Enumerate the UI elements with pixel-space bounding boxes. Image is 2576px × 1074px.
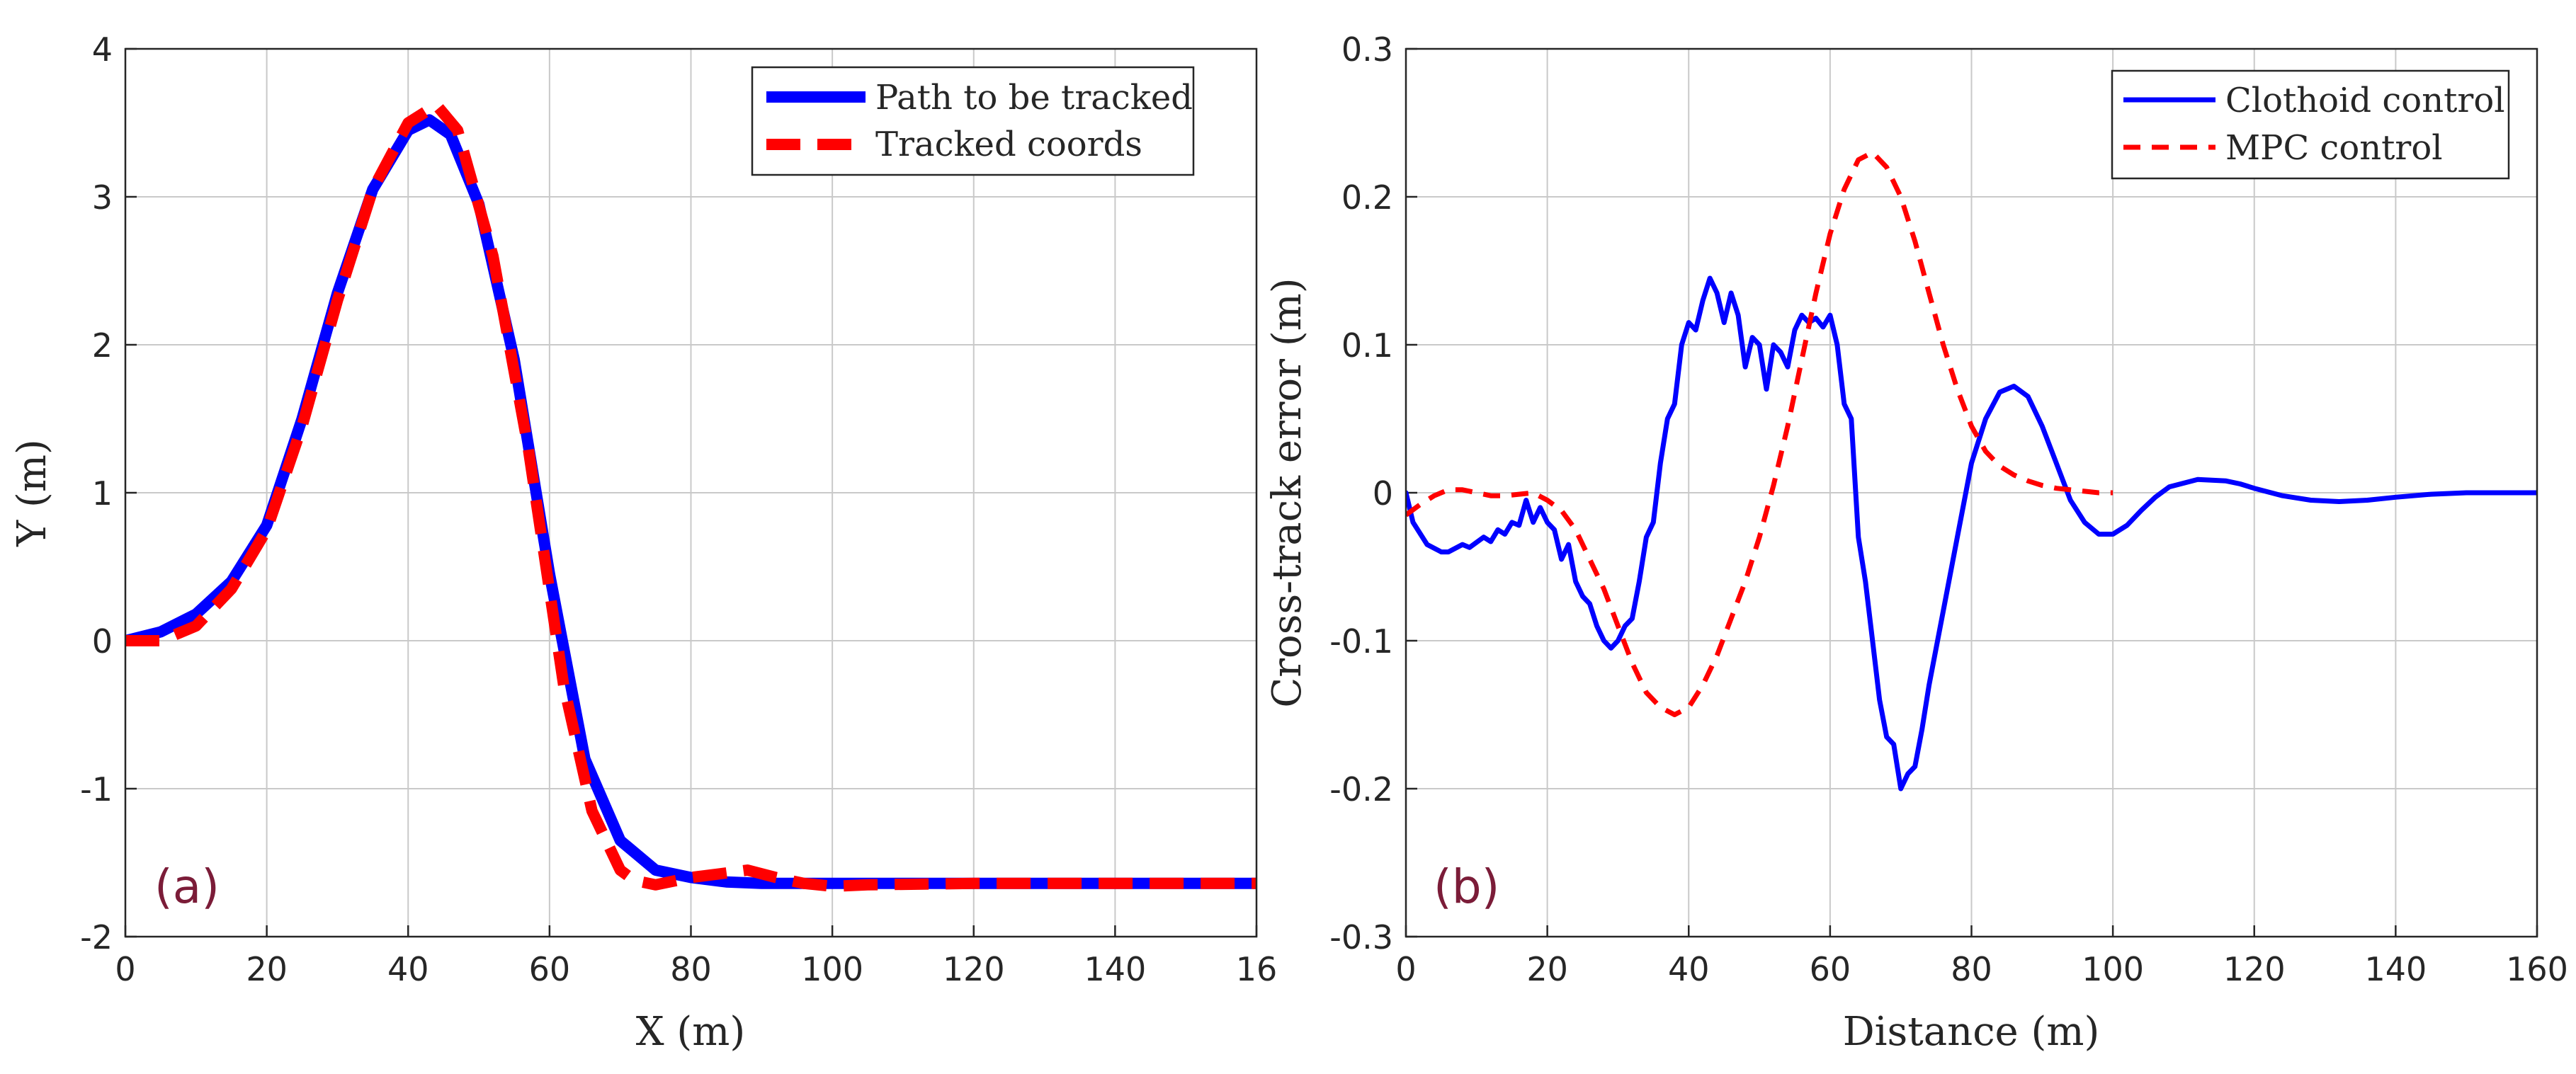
y-tick-label: 2 [92,326,113,365]
legend-label-path: Path to be tracked [875,78,1193,118]
x-tick-label: 120 [943,950,1005,988]
y-tick-label: -1 [80,770,113,809]
y-tick-labels-b: -0.3 -0.2 -0.1 0 0.1 0.2 0.3 [1329,30,1393,956]
series-line-tracked-coords [125,99,1256,892]
x-tick-label: 80 [1951,950,1992,988]
panel-label-b: (b) [1434,859,1499,914]
panel-label-a: (a) [154,859,220,914]
y-tick-label: -0.1 [1329,622,1393,661]
x-axis-label-b: Distance (m) [1843,1009,2100,1055]
x-tick-label: 140 [1084,950,1146,988]
x-tick-label: 120 [2223,950,2286,988]
legend-label-clothoid: Clothoid control [2225,81,2505,120]
y-tick-label: -0.3 [1329,918,1393,956]
chart-panel-a: 0 20 40 60 80 100 120 140 16 -2 -1 0 1 2 3 4 X (m) Y (… [9,30,1277,1055]
x-tick-label: 40 [1668,950,1710,988]
x-tick-labels-b: 0 20 40 60 80 100 120 140 160 [1395,950,2568,988]
y-axis-label-a: Y (m) [9,439,55,547]
y-tick-labels-a: -2 -1 0 1 2 3 4 [80,30,113,956]
grid-b [1405,47,2538,938]
x-tick-label: 40 [387,950,429,988]
legend-label-tracked: Tracked coords [875,125,1142,164]
y-tick-label: 4 [92,30,113,69]
plot-frame-b [1405,47,2538,938]
series-b [1406,149,2537,792]
y-tick-label: 0 [1373,474,1393,513]
x-axis-label-a: X (m) [636,1009,745,1055]
x-tick-label: 80 [670,950,712,988]
y-tick-label: 0 [92,622,113,661]
y-tick-label: 3 [92,178,113,217]
y-tick-label: 1 [92,474,113,513]
grid-a [124,47,1258,938]
x-tick-label: 0 [1395,950,1416,988]
series-a [125,99,1256,892]
y-tick-label: 0.3 [1341,30,1393,69]
y-tick-label: -0.2 [1329,770,1393,809]
plot-frame-a [124,47,1258,938]
x-tick-labels-a: 0 20 40 60 80 100 120 140 16 [115,950,1277,988]
legend-a: Path to be tracked Tracked coords [751,66,1195,176]
y-tick-label: -2 [80,918,113,956]
x-tick-label: 60 [529,950,571,988]
series-line-mpc-control [1406,149,2113,717]
x-tick-label: 60 [1810,950,1851,988]
x-tick-label: 160 [2506,950,2568,988]
y-tick-label: 0.1 [1341,326,1393,365]
y-axis-label-b: Cross-track error (m) [1264,278,1310,707]
x-tick-label: 100 [2082,950,2144,988]
series-line-clothoid-control [1406,275,2537,792]
x-tick-label: 0 [115,950,135,988]
x-tick-label: 16 [1236,950,1278,988]
x-tick-label: 100 [801,950,863,988]
x-tick-label: 20 [1526,950,1568,988]
legend-box-b [2111,69,2510,180]
x-tick-label: 20 [246,950,288,988]
chart-panel-b: 0 20 40 60 80 100 120 140 160 -0.3 -0.2 -0.1 0 0.1 0.… [1264,30,2568,1055]
y-tick-label: 0.2 [1341,178,1393,217]
legend-box-a [751,66,1195,176]
x-tick-label: 140 [2364,950,2427,988]
legend-b: Clothoid control MPC control [2111,69,2510,180]
legend-label-mpc: MPC control [2225,128,2443,168]
